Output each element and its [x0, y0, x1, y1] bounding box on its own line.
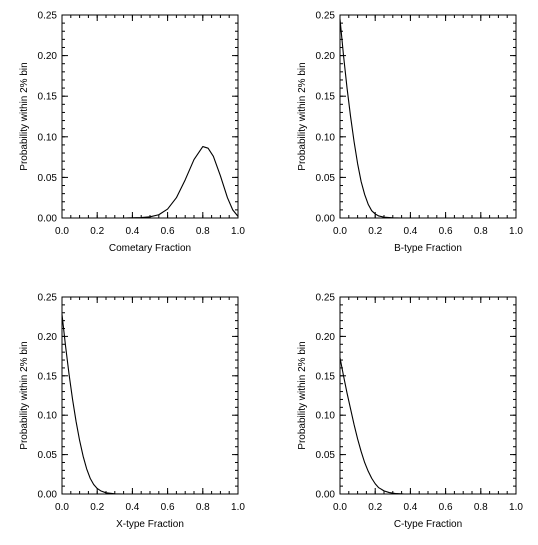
y-tick-label: 0.20 [316, 51, 336, 62]
plot-frame [61, 296, 239, 495]
y-tick-label: 0.15 [38, 371, 58, 382]
x-tick-label: 0.2 [368, 226, 382, 237]
panel-x-type: 0.0 0.2 0.4 0.6 0.8 1.0 0.00 0.05 0.10 0.15 0.20 0.… [19, 293, 245, 531]
x-tick-label: 0.8 [196, 226, 210, 237]
y-tick-label: 0.20 [316, 332, 336, 343]
x-tick-label: 0.8 [474, 226, 488, 237]
plot-frame [61, 14, 239, 219]
plot-frame [339, 14, 517, 219]
x-tick-label: 0.0 [55, 502, 69, 513]
y-tick-label: 0.05 [316, 450, 336, 461]
x-tick-label: 0.6 [161, 226, 175, 237]
series-line [61, 313, 239, 495]
panel-c-type: 0.0 0.2 0.4 0.6 0.8 1.0 0.00 0.05 0.10 0.15 0.20 0.… [297, 293, 523, 531]
x-axis-title: X-type Fraction [116, 519, 184, 530]
x-axis-title: Cometary Fraction [109, 243, 191, 254]
y-tick-label: 0.25 [38, 11, 58, 22]
series-line [339, 357, 517, 495]
x-tick-label: 0.0 [333, 226, 347, 237]
y-tick-label: 0.25 [316, 11, 336, 22]
x-tick-label: 1.0 [231, 226, 245, 237]
y-tick-label: 0.15 [38, 92, 58, 103]
y-tick-label: 0.10 [316, 411, 336, 422]
x-tick-label: 0.6 [161, 502, 175, 513]
series-line [339, 18, 517, 219]
x-tick-label: 0.2 [90, 502, 104, 513]
x-tick-label: 0.6 [439, 502, 453, 513]
series-line [61, 145, 239, 219]
panel-cometary: 0.0 0.2 0.4 0.6 0.8 1.0 0.00 0.05 0.10 0.15 0.20 0.… [19, 11, 245, 255]
x-tick-label: 0.4 [125, 502, 139, 513]
y-axis-title: Probability within 2% bin [297, 62, 308, 170]
y-tick-label: 0.00 [38, 490, 58, 501]
y-tick-label: 0.00 [316, 490, 336, 501]
y-tick-label: 0.05 [38, 173, 58, 184]
x-tick-label: 0.2 [90, 226, 104, 237]
y-tick-label: 0.25 [316, 293, 336, 304]
y-tick-label: 0.10 [38, 411, 58, 422]
plot-frame [339, 296, 517, 495]
x-tick-label: 0.4 [125, 226, 139, 237]
y-axis-title: Probability within 2% bin [19, 341, 30, 449]
x-tick-label: 0.2 [368, 502, 382, 513]
y-tick-label: 0.20 [38, 51, 58, 62]
x-axis-title: B-type Fraction [394, 243, 462, 254]
x-tick-label: 1.0 [509, 502, 523, 513]
y-tick-label: 0.25 [38, 293, 58, 304]
y-axis-title: Probability within 2% bin [19, 62, 30, 170]
y-axis-title: Probability within 2% bin [297, 341, 308, 449]
x-tick-label: 0.8 [196, 502, 210, 513]
y-tick-label: 0.20 [38, 332, 58, 343]
x-tick-label: 0.4 [403, 502, 417, 513]
x-tick-label: 1.0 [231, 502, 245, 513]
x-tick-label: 0.4 [403, 226, 417, 237]
y-tick-label: 0.00 [316, 214, 336, 225]
x-axis-title: C-type Fraction [394, 519, 462, 530]
y-tick-label: 0.00 [38, 214, 58, 225]
y-tick-label: 0.15 [316, 371, 336, 382]
x-tick-label: 0.8 [474, 502, 488, 513]
panel-b-type: 0.0 0.2 0.4 0.6 0.8 1.0 0.00 0.05 0.10 0.15 0.20 0.… [297, 11, 523, 255]
x-tick-label: 1.0 [509, 226, 523, 237]
y-tick-label: 0.05 [38, 450, 58, 461]
y-tick-label: 0.10 [316, 132, 336, 143]
x-tick-label: 0.6 [439, 226, 453, 237]
x-tick-label: 0.0 [55, 226, 69, 237]
x-tick-label: 0.0 [333, 502, 347, 513]
y-tick-label: 0.15 [316, 92, 336, 103]
y-tick-label: 0.05 [316, 173, 336, 184]
y-tick-label: 0.10 [38, 132, 58, 143]
